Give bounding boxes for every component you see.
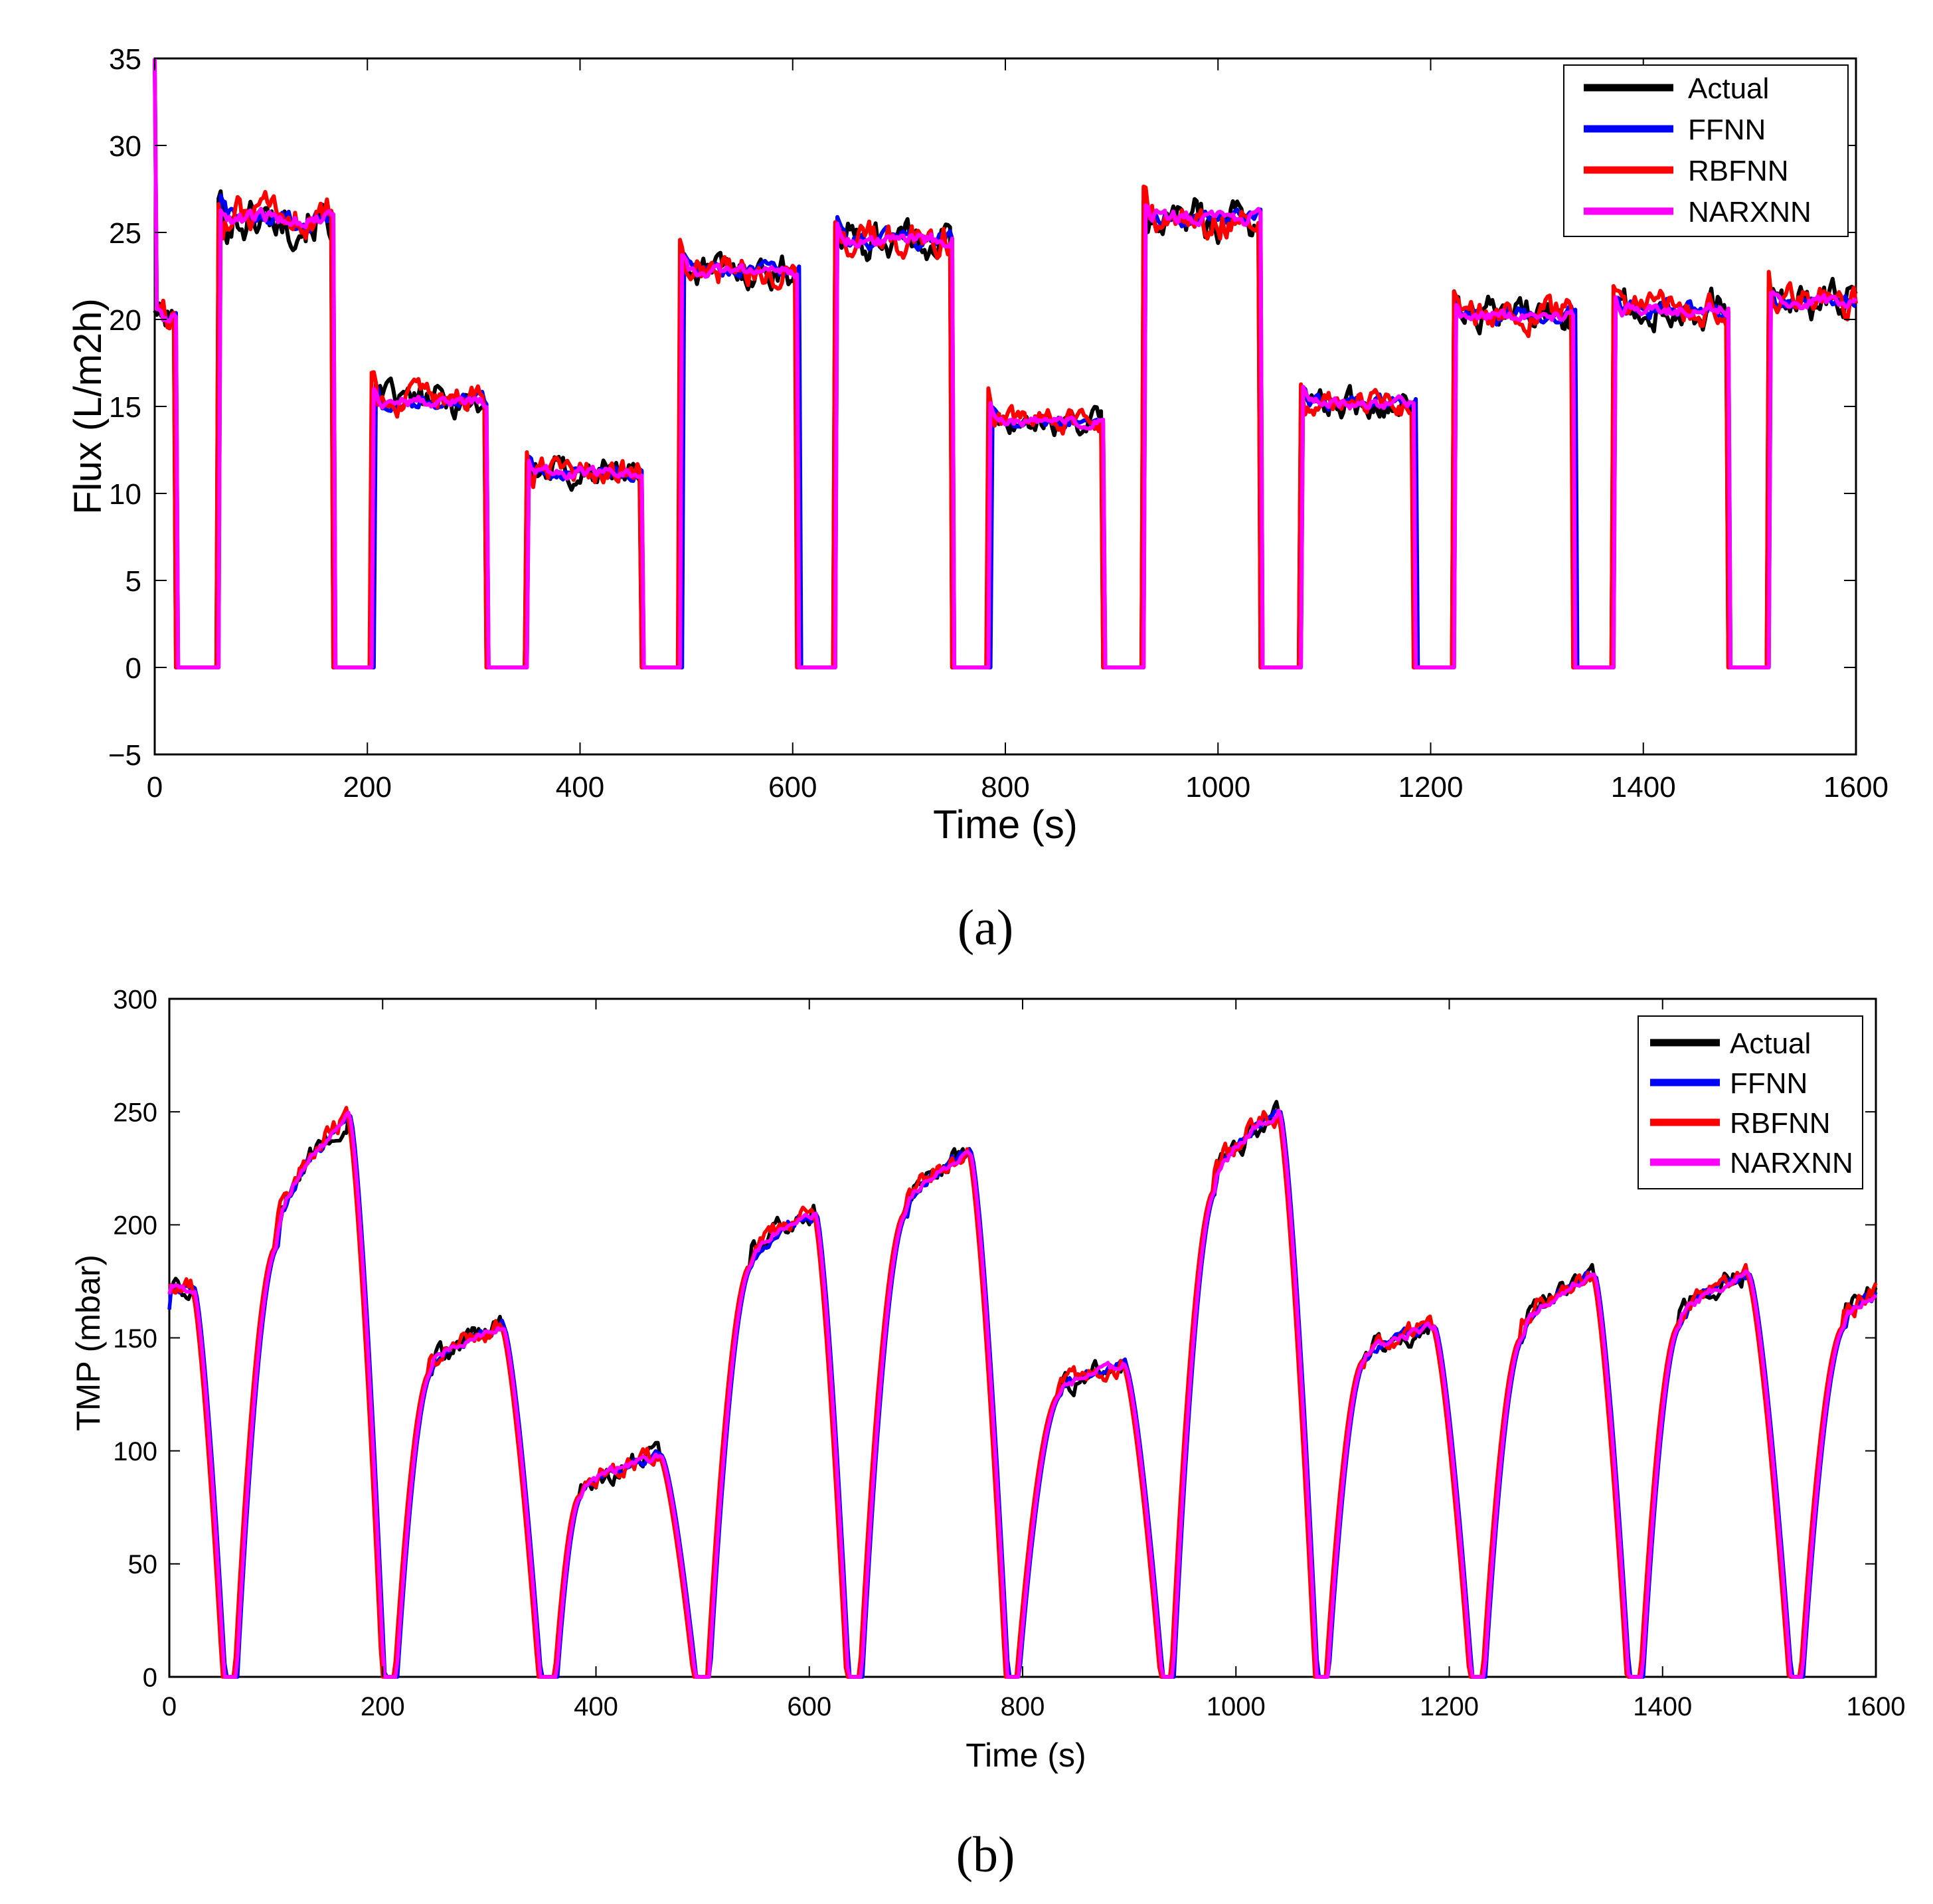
flux-y-tick-label: 20 <box>109 304 141 337</box>
tmp-x-tick-label: 600 <box>787 1692 831 1721</box>
tmp-x-tick-label: 400 <box>574 1692 618 1721</box>
tmp-y-tick-label: 300 <box>113 985 157 1014</box>
flux-y-tick-label: −5 <box>108 739 141 772</box>
tmp-x-tick-label: 1400 <box>1633 1692 1692 1721</box>
tmp-legend-label-rbfnn: RBFNN <box>1730 1107 1831 1140</box>
tmp-x-tick-label: 0 <box>162 1692 177 1721</box>
tmp-series-narxnn <box>167 1108 1878 1679</box>
tmp-x-tick-label: 1600 <box>1847 1692 1906 1721</box>
tmp-plot-area <box>168 997 1877 1678</box>
flux-y-tick-label: 5 <box>126 565 141 598</box>
tmp-y-axis-label: TMP (mbar) <box>70 1255 107 1431</box>
flux-x-tick-label: 1200 <box>1398 771 1464 804</box>
tmp-caption: (b) <box>956 1827 1015 1883</box>
tmp-y-tick-label: 100 <box>113 1437 157 1466</box>
flux-legend: Actual FFNN RBFNN NARXNN <box>1563 64 1849 237</box>
tmp-legend-label-actual: Actual <box>1730 1027 1811 1060</box>
flux-y-tick-label: 15 <box>109 391 141 424</box>
flux-caption: (a) <box>958 900 1013 956</box>
flux-y-tick-label: 35 <box>109 43 141 76</box>
flux-y-axis-label: Flux (L/m2h) <box>66 298 110 515</box>
flux-y-tick-label: 0 <box>126 652 141 685</box>
flux-x-tick-label: 400 <box>556 771 604 804</box>
flux-legend-label-narxnn: NARXNN <box>1688 196 1811 228</box>
flux-x-tick-label: 600 <box>768 771 817 804</box>
tmp-chart: 0 200 400 600 800 1000 1200 1400 1600 0 50 100 150 20… <box>70 985 1905 1883</box>
tmp-legend-label-narxnn: NARXNN <box>1730 1147 1853 1179</box>
flux-legend-label-rbfnn: RBFNN <box>1688 155 1789 187</box>
flux-x-tick-label: 200 <box>343 771 392 804</box>
tmp-legend: Actual FFNN RBFNN NARXNN <box>1638 1015 1863 1189</box>
flux-y-tick-label: 10 <box>109 478 141 511</box>
flux-series-narxnn <box>153 58 1858 669</box>
flux-ticks-group: 0 200 400 600 800 1000 1200 1400 1600−5051015202… <box>108 43 1889 804</box>
tmp-legend-label-ffnn: FFNN <box>1730 1067 1807 1100</box>
tmp-ticks-group: 0 200 400 600 800 1000 1200 1400 1600 0 50 100 150 20… <box>113 985 1905 1721</box>
tmp-y-tick-label: 150 <box>113 1324 157 1353</box>
tmp-series-group <box>167 1100 1878 1679</box>
tmp-x-tick-label: 1200 <box>1420 1692 1479 1721</box>
tmp-x-tick-label: 200 <box>361 1692 405 1721</box>
tmp-x-axis-label: Time (s) <box>966 1737 1086 1774</box>
flux-series-group <box>153 58 1858 669</box>
tmp-y-tick-label: 50 <box>128 1550 158 1579</box>
flux-legend-label-actual: Actual <box>1688 72 1769 105</box>
flux-x-tick-label: 1000 <box>1185 771 1250 804</box>
flux-x-axis-label: Time (s) <box>933 802 1078 847</box>
flux-y-tick-label: 25 <box>109 217 141 250</box>
tmp-y-tick-label: 0 <box>143 1663 157 1692</box>
flux-y-tick-label: 30 <box>109 130 141 163</box>
flux-x-tick-label: 1400 <box>1611 771 1676 804</box>
tmp-y-tick-label: 250 <box>113 1098 157 1128</box>
flux-x-tick-label: 1600 <box>1823 771 1889 804</box>
flux-legend-label-ffnn: FFNN <box>1688 114 1766 146</box>
flux-chart: 0 200 400 600 800 1000 1200 1400 1600−5051015202… <box>66 43 1889 956</box>
tmp-y-tick-label: 200 <box>113 1211 157 1241</box>
flux-x-tick-label: 800 <box>981 771 1029 804</box>
tmp-x-tick-label: 1000 <box>1207 1692 1266 1721</box>
tmp-x-tick-label: 800 <box>1001 1692 1045 1721</box>
flux-x-tick-label: 0 <box>147 771 163 804</box>
